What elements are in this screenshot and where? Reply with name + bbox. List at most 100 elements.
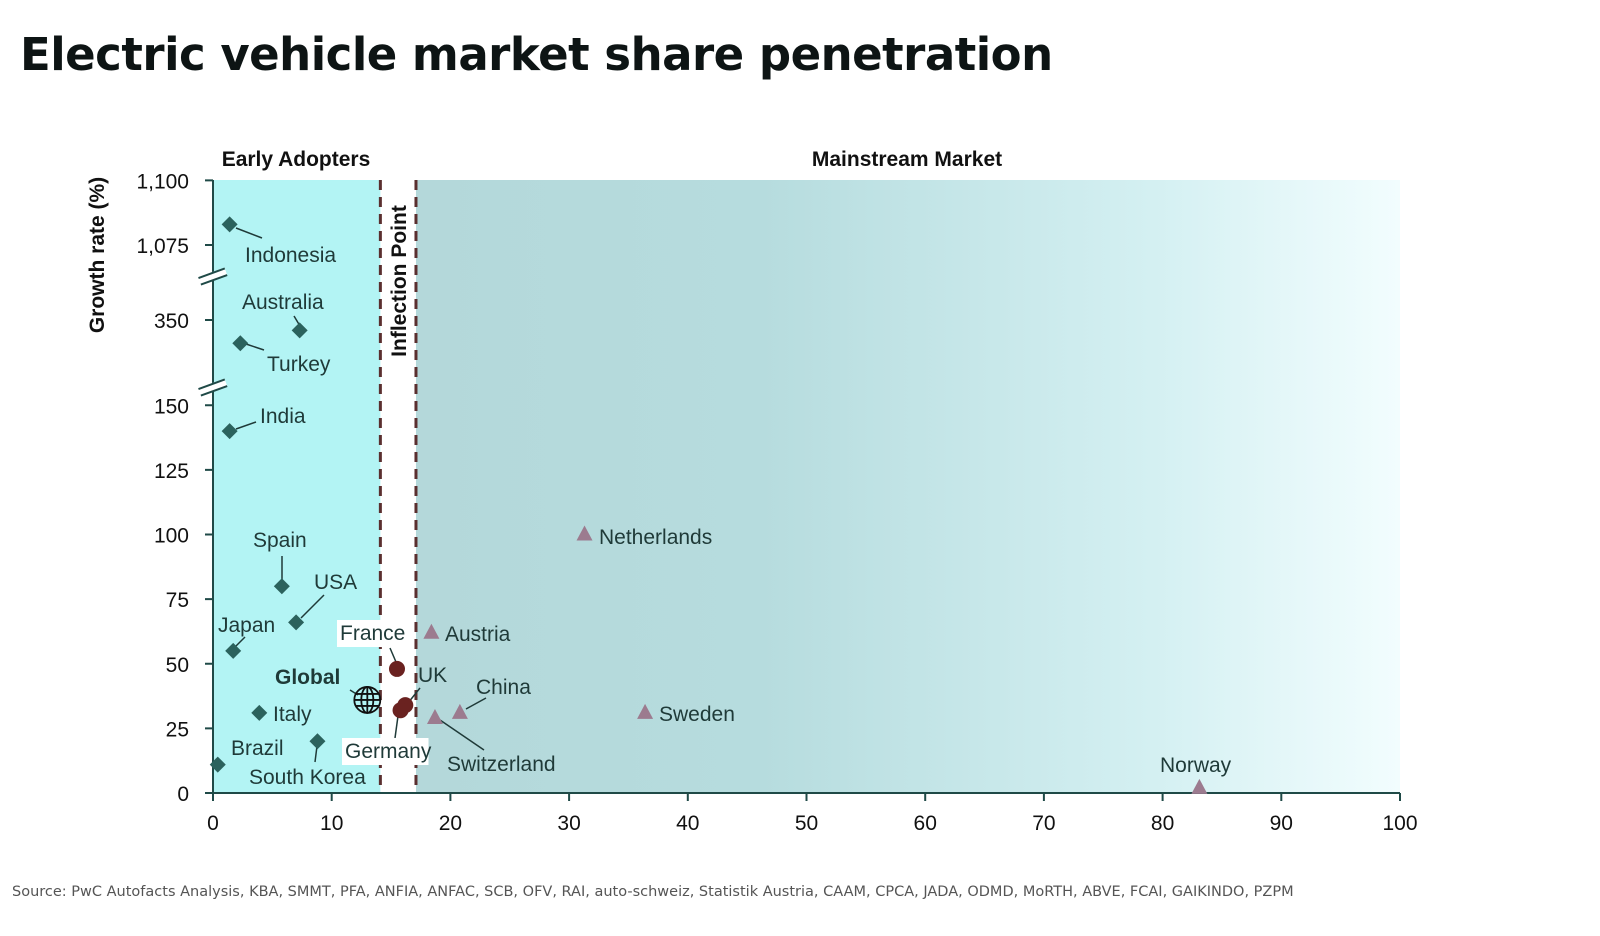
leader-line xyxy=(300,594,325,619)
region-header-inflection-point: Inflection Point xyxy=(388,205,411,357)
label-background xyxy=(337,620,412,647)
x-tick-label: 50 xyxy=(795,812,818,835)
y-tick-label: 350 xyxy=(154,310,189,333)
circle-marker xyxy=(388,660,405,677)
circle-marker xyxy=(392,702,409,719)
x-tick-label: 0 xyxy=(207,812,219,835)
point-label: UK xyxy=(418,664,447,687)
data-point-china: China xyxy=(451,676,531,719)
source-note: Source: PwC Autofacts Analysis, KBA, SMM… xyxy=(12,884,1294,900)
axis-break-gap xyxy=(198,267,228,285)
diamond-marker xyxy=(221,216,238,233)
globe-icon xyxy=(353,686,382,714)
data-point-switzerland: Switzerland xyxy=(426,709,556,776)
point-label: Austria xyxy=(445,623,511,646)
axis-break-mark xyxy=(198,267,226,279)
triangle-marker xyxy=(451,703,468,719)
x-tick-label: 40 xyxy=(676,812,699,835)
region-early-adopters xyxy=(213,180,381,793)
axis-break-mark xyxy=(198,378,226,390)
point-label: France xyxy=(340,622,405,645)
data-point-global: Global xyxy=(275,666,382,714)
data-point-norway: Norway xyxy=(1160,754,1232,794)
region-header-mainstream-market: Mainstream Market xyxy=(812,148,1002,171)
data-point-indonesia: Indonesia xyxy=(221,216,336,267)
point-label: Australia xyxy=(242,291,324,314)
point-label: China xyxy=(476,676,531,699)
triangle-marker xyxy=(576,525,593,541)
leader-line xyxy=(439,719,485,751)
y-tick-label: 1,100 xyxy=(136,170,189,193)
axis-break-mark xyxy=(200,274,228,286)
leader-line xyxy=(245,343,265,351)
y-tick-label: 0 xyxy=(177,783,189,806)
data-point-germany: Germany xyxy=(342,702,432,765)
data-point-japan: Japan xyxy=(218,614,275,659)
diamond-marker xyxy=(288,614,305,631)
point-label: Switzerland xyxy=(447,753,556,776)
data-point-turkey: Turkey xyxy=(232,335,331,376)
point-label: India xyxy=(260,405,306,428)
triangle-marker xyxy=(423,623,440,639)
axis-break-gap xyxy=(198,378,228,396)
point-label: Turkey xyxy=(267,353,331,376)
axis-break-mark xyxy=(200,385,228,397)
data-point-netherlands: Netherlands xyxy=(576,525,712,549)
diamond-marker xyxy=(273,578,290,595)
point-label: Japan xyxy=(218,614,275,637)
x-tick-label: 20 xyxy=(439,812,462,835)
point-label: Sweden xyxy=(659,703,735,726)
y-tick-label: 25 xyxy=(166,718,189,741)
point-label: Germany xyxy=(345,740,432,763)
data-point-italy: Italy xyxy=(251,703,312,726)
data-point-usa: USA xyxy=(288,571,357,631)
data-point-brazil: Brazil xyxy=(209,737,284,773)
triangle-marker xyxy=(1191,778,1208,794)
data-point-india: India xyxy=(221,405,306,440)
diamond-marker xyxy=(232,335,249,352)
y-axis-label: Growth rate (%) xyxy=(86,177,109,333)
leader-line xyxy=(235,421,257,430)
data-point-australia: Australia xyxy=(242,291,324,339)
leader-line xyxy=(314,745,318,763)
diamond-marker xyxy=(251,704,268,721)
data-point-south-korea: South Korea xyxy=(249,733,366,789)
diamond-marker xyxy=(225,642,242,659)
data-point-france: France xyxy=(337,620,412,677)
point-label: Italy xyxy=(273,703,312,726)
data-point-austria: Austria xyxy=(423,623,511,646)
y-tick-label: 50 xyxy=(166,654,189,677)
leader-line xyxy=(389,647,397,663)
y-tick-label: 125 xyxy=(154,460,189,483)
leader-line xyxy=(235,227,263,239)
y-tick-label: 100 xyxy=(154,525,189,548)
x-tick-label: 30 xyxy=(557,812,580,835)
leader-line xyxy=(465,697,487,710)
x-tick-label: 10 xyxy=(320,812,343,835)
x-tick-label: 90 xyxy=(1270,812,1293,835)
diamond-marker xyxy=(309,733,326,750)
region-header-early-adopters: Early Adopters xyxy=(222,148,371,171)
chart-title: Electric vehicle market share penetratio… xyxy=(20,28,1053,81)
point-label: South Korea xyxy=(249,766,366,789)
point-label: Netherlands xyxy=(599,526,712,549)
triangle-marker xyxy=(426,709,443,725)
point-label: Spain xyxy=(253,529,307,552)
x-tick-label: 60 xyxy=(914,812,937,835)
leader-line xyxy=(394,715,399,739)
x-tick-label: 80 xyxy=(1151,812,1174,835)
x-tick-label: 70 xyxy=(1032,812,1055,835)
diamond-marker xyxy=(221,423,238,440)
y-tick-label: 75 xyxy=(166,589,189,612)
y-tick-label: 150 xyxy=(154,395,189,418)
point-label: Indonesia xyxy=(245,244,336,267)
diamond-marker xyxy=(291,322,308,339)
diamond-marker xyxy=(209,756,226,773)
triangle-marker xyxy=(637,703,654,719)
x-tick-label: 100 xyxy=(1382,812,1417,835)
point-label: USA xyxy=(314,571,357,594)
region-mainstream-market xyxy=(415,180,1400,793)
data-point-spain: Spain xyxy=(253,529,307,595)
point-label: Norway xyxy=(1160,754,1232,777)
